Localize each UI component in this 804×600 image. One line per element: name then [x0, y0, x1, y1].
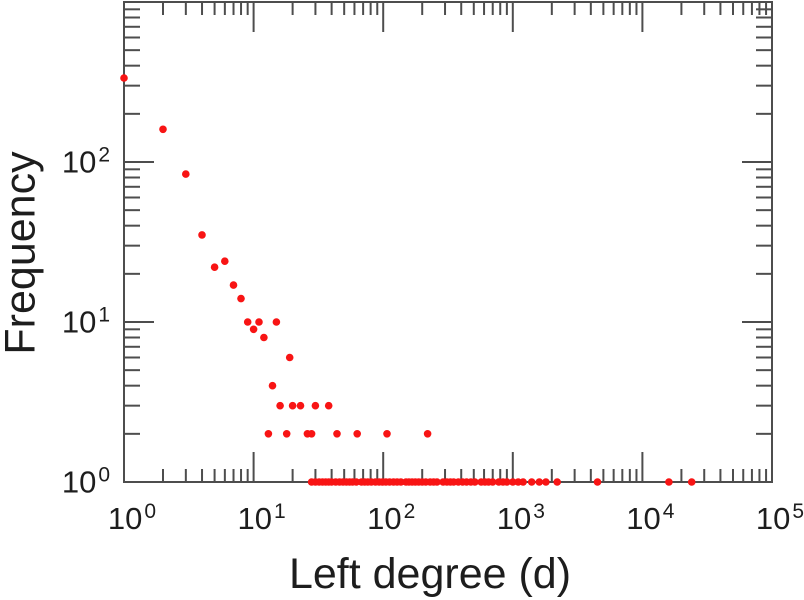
x-tick-label: 102 [367, 500, 416, 536]
tick-label-base: 10 [61, 144, 97, 180]
data-point [542, 478, 550, 486]
data-point [243, 318, 252, 326]
data-point [333, 430, 341, 438]
data-point [285, 353, 294, 362]
data-point [383, 430, 391, 438]
data-point [307, 430, 316, 438]
tick-label-base: 10 [237, 501, 272, 536]
tick-label-exponent: 5 [792, 500, 804, 523]
data-point [593, 478, 602, 486]
data-point [553, 478, 561, 486]
x-axis-title: Left degree (d) [288, 550, 572, 598]
data-point [353, 430, 362, 438]
data-point [237, 294, 245, 303]
data-point [535, 478, 544, 486]
data-point [260, 333, 268, 342]
data-point [311, 401, 320, 410]
y-axis-title: Frequency [0, 151, 45, 355]
data-point [276, 401, 284, 410]
tick-label-exponent: 0 [144, 500, 157, 523]
y-tick-label: 101 [61, 303, 110, 340]
tick-label-exponent: 0 [98, 463, 110, 487]
x-tick-label: 101 [237, 500, 286, 536]
tick-label-exponent: 4 [662, 500, 675, 523]
data-point [210, 263, 219, 272]
data-point [272, 318, 281, 326]
data-point [423, 430, 432, 438]
data-point [221, 257, 229, 266]
data-point [120, 74, 128, 82]
data-point [471, 478, 479, 486]
data-point [249, 325, 258, 334]
y-tick-label: 102 [61, 143, 110, 180]
tick-label-base: 10 [107, 501, 143, 536]
tick-label-base: 10 [61, 464, 97, 500]
tick-label-exponent: 1 [273, 500, 286, 523]
tick-label-base: 10 [626, 501, 661, 536]
data-point [488, 478, 497, 486]
tick-label-base: 10 [367, 501, 402, 536]
data-point [352, 478, 361, 486]
tick-label-base: 10 [61, 304, 97, 340]
x-tick-label: 103 [496, 500, 545, 536]
data-point [519, 478, 527, 486]
data-point [509, 478, 517, 486]
data-point [159, 125, 167, 134]
data-point [255, 318, 263, 326]
data-point [198, 231, 206, 239]
data-point [527, 478, 536, 486]
data-point [296, 401, 305, 410]
data-point [288, 401, 297, 410]
data-point [264, 430, 273, 438]
tick-label-exponent: 3 [533, 500, 545, 523]
data-point [324, 401, 333, 410]
data-point [687, 478, 696, 486]
y-tick-label: 100 [61, 463, 110, 500]
x-tick-label: 104 [626, 500, 675, 536]
data-point [282, 430, 291, 438]
tick-label-base: 10 [496, 501, 532, 536]
axes-frame [123, 1, 773, 483]
tick-label-exponent: 2 [403, 500, 416, 523]
tick-label-base: 10 [755, 501, 791, 536]
data-point [433, 478, 441, 486]
data-point [503, 478, 511, 486]
x-tick-label: 100 [107, 500, 157, 536]
x-tick-label: 105 [755, 500, 804, 536]
data-point [268, 381, 277, 390]
tick-label-exponent: 2 [98, 143, 110, 167]
tick-label-exponent: 1 [98, 303, 110, 327]
data-point [665, 478, 673, 486]
data-point [229, 281, 238, 289]
data-point [182, 170, 190, 178]
